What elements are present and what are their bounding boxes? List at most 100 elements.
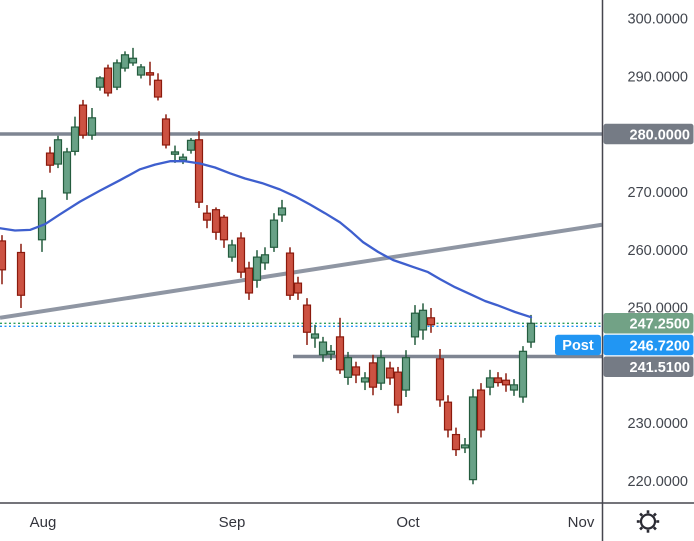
candle-body xyxy=(269,219,279,248)
candle-body xyxy=(260,254,270,264)
moving-average-line xyxy=(0,160,533,319)
candle xyxy=(326,344,336,360)
settings-gear-icon[interactable] xyxy=(636,510,660,533)
candle xyxy=(435,349,445,407)
support-price-badge-label: 241.5100 xyxy=(630,360,690,376)
x-axis-month-label[interactable]: Sep xyxy=(219,514,246,531)
post-session-tag-bg xyxy=(555,334,601,356)
candle-body xyxy=(103,67,113,94)
post-session-tag: Post xyxy=(555,334,601,356)
gear-icon-tooth xyxy=(652,512,657,517)
candle xyxy=(260,247,270,270)
candle-body xyxy=(178,156,188,161)
x-axis-month-label[interactable]: Aug xyxy=(30,514,57,531)
candle xyxy=(178,153,188,165)
candle-body xyxy=(70,126,80,152)
candle xyxy=(145,61,155,86)
candle xyxy=(368,354,378,396)
candle xyxy=(526,314,536,348)
candle xyxy=(78,99,88,139)
candle xyxy=(468,388,478,485)
candle-body xyxy=(202,212,212,221)
resistance-price-badge: 280.0000 xyxy=(603,123,694,145)
candle xyxy=(277,199,287,222)
support-price-badge: 241.5100 xyxy=(603,356,694,377)
candle-body xyxy=(145,72,155,76)
last-price-badge-bg xyxy=(603,313,694,334)
candle xyxy=(501,373,511,392)
candle-body xyxy=(426,317,436,326)
candle xyxy=(170,145,180,163)
candle xyxy=(120,51,130,72)
candle xyxy=(335,317,345,374)
x-axis-month-label[interactable]: Oct xyxy=(396,514,420,531)
candle xyxy=(219,214,229,248)
support-price-badge-bg xyxy=(603,356,694,377)
candle-body xyxy=(87,117,97,136)
gear-icon-tooth xyxy=(652,526,657,531)
candle xyxy=(244,261,254,300)
candle-body xyxy=(128,57,138,64)
gear-icon-tooth xyxy=(639,512,644,517)
candle-body xyxy=(468,396,478,481)
candle xyxy=(360,372,370,391)
candle-body xyxy=(120,54,130,69)
candle xyxy=(128,47,138,66)
candle-body xyxy=(351,366,361,376)
resistance-price-badge-label: 280.0000 xyxy=(630,127,690,143)
candle-body xyxy=(526,322,536,343)
candle-body xyxy=(410,312,420,338)
candle-body xyxy=(153,79,163,98)
candle xyxy=(269,213,279,252)
candle xyxy=(62,147,72,200)
candle xyxy=(418,303,428,340)
candle xyxy=(45,146,55,173)
candle-body xyxy=(293,282,303,294)
candle xyxy=(485,369,495,396)
candle-body xyxy=(186,139,196,151)
candle-body xyxy=(443,401,453,431)
post-price-badge: 246.7200 xyxy=(603,334,694,356)
candle xyxy=(293,276,303,300)
candle-body xyxy=(360,377,370,383)
candle xyxy=(443,395,453,438)
candle xyxy=(376,350,386,391)
candle-body xyxy=(244,267,254,294)
candle xyxy=(509,379,519,396)
candle-body xyxy=(62,151,72,194)
candle xyxy=(460,438,470,454)
candle-body xyxy=(310,333,320,339)
candle-body xyxy=(509,384,519,391)
candle-body xyxy=(78,104,88,136)
candle xyxy=(493,372,503,387)
y-axis-tick-label: 290.0000 xyxy=(628,69,688,85)
candle-body xyxy=(95,77,105,88)
candle xyxy=(194,131,204,208)
last-price-badge: 247.2500 xyxy=(603,313,694,334)
candle xyxy=(285,247,295,300)
y-axis-tick-label: 230.0000 xyxy=(628,416,688,432)
gear-icon-tooth xyxy=(639,526,644,531)
candle-body xyxy=(16,251,26,296)
candle-body xyxy=(252,256,262,281)
candle xyxy=(16,243,26,308)
candle-body xyxy=(476,389,486,431)
post-price-badge-bg xyxy=(603,334,694,356)
candle-body xyxy=(211,209,221,233)
candle-body xyxy=(435,358,445,401)
candle-body xyxy=(194,139,204,203)
candle-body xyxy=(277,207,287,216)
candle xyxy=(95,76,105,91)
candle xyxy=(161,114,171,149)
post-session-tag-label: Post xyxy=(562,338,594,354)
candle xyxy=(236,232,246,278)
candle xyxy=(186,138,196,154)
trend-line xyxy=(0,222,603,320)
candle xyxy=(476,383,486,438)
x-axis-month-label[interactable]: Nov xyxy=(568,514,595,531)
candle xyxy=(202,205,212,229)
y-axis-tick-label: 300.0000 xyxy=(628,12,688,28)
last-price-badge-label: 247.2500 xyxy=(630,317,690,333)
